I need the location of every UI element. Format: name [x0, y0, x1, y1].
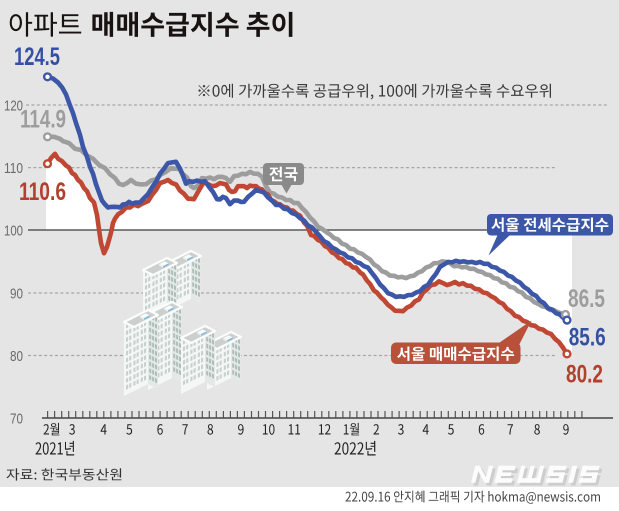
svg-text:114.9: 114.9	[20, 106, 66, 134]
svg-text:80.2: 80.2	[566, 360, 603, 388]
svg-text:86.5: 86.5	[568, 285, 605, 313]
svg-text:100: 100	[4, 223, 23, 240]
svg-text:124.5: 124.5	[14, 43, 60, 71]
svg-text:120: 120	[4, 98, 23, 115]
svg-text:90: 90	[10, 286, 23, 303]
svg-text:70: 70	[10, 411, 23, 428]
svg-text:110: 110	[4, 160, 23, 177]
svg-text:85.6: 85.6	[569, 323, 606, 351]
svg-text:110.6: 110.6	[19, 178, 66, 206]
svg-text:80: 80	[10, 348, 23, 365]
